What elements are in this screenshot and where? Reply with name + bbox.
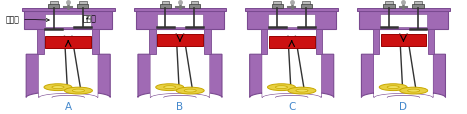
Polygon shape xyxy=(273,2,281,5)
Polygon shape xyxy=(414,2,422,5)
Circle shape xyxy=(296,89,308,92)
Polygon shape xyxy=(156,15,203,28)
Polygon shape xyxy=(380,15,427,28)
Polygon shape xyxy=(262,55,321,98)
Circle shape xyxy=(44,84,72,91)
Circle shape xyxy=(408,89,420,92)
Circle shape xyxy=(64,87,92,94)
Circle shape xyxy=(163,86,176,89)
Polygon shape xyxy=(77,5,88,9)
Polygon shape xyxy=(374,55,433,98)
Circle shape xyxy=(276,86,288,89)
Polygon shape xyxy=(48,5,59,9)
Circle shape xyxy=(379,84,407,91)
Polygon shape xyxy=(357,9,450,12)
Text: B: B xyxy=(177,101,184,111)
Polygon shape xyxy=(45,15,92,28)
Polygon shape xyxy=(45,37,91,48)
Circle shape xyxy=(156,84,184,91)
Polygon shape xyxy=(26,55,110,98)
Polygon shape xyxy=(361,55,446,98)
Polygon shape xyxy=(157,35,203,46)
Polygon shape xyxy=(79,2,87,5)
Text: 排气门: 排气门 xyxy=(82,14,96,23)
Polygon shape xyxy=(412,5,424,9)
Polygon shape xyxy=(250,55,334,98)
Polygon shape xyxy=(22,9,115,12)
Polygon shape xyxy=(245,9,338,12)
Polygon shape xyxy=(316,30,322,55)
Polygon shape xyxy=(92,30,99,55)
Polygon shape xyxy=(204,30,211,55)
Polygon shape xyxy=(50,2,57,5)
Polygon shape xyxy=(269,37,314,48)
Polygon shape xyxy=(383,5,395,9)
Polygon shape xyxy=(268,30,316,55)
Polygon shape xyxy=(136,12,224,30)
Polygon shape xyxy=(269,15,315,28)
Polygon shape xyxy=(261,30,268,55)
Text: 进气门: 进气门 xyxy=(5,15,50,24)
Polygon shape xyxy=(37,30,44,55)
Polygon shape xyxy=(381,35,426,46)
Text: D: D xyxy=(399,101,407,111)
Polygon shape xyxy=(134,9,226,12)
Polygon shape xyxy=(160,5,171,9)
Polygon shape xyxy=(162,2,170,5)
Polygon shape xyxy=(156,30,204,55)
Polygon shape xyxy=(272,5,283,9)
Circle shape xyxy=(52,86,64,89)
Polygon shape xyxy=(248,12,336,30)
Polygon shape xyxy=(149,30,156,55)
Polygon shape xyxy=(385,2,393,5)
Polygon shape xyxy=(24,12,113,30)
Polygon shape xyxy=(39,55,98,98)
Circle shape xyxy=(387,86,399,89)
Polygon shape xyxy=(138,55,222,98)
Polygon shape xyxy=(301,5,312,9)
Polygon shape xyxy=(191,2,198,5)
Circle shape xyxy=(176,87,204,94)
Polygon shape xyxy=(150,55,209,98)
Polygon shape xyxy=(44,30,92,55)
Text: A: A xyxy=(64,101,72,111)
Circle shape xyxy=(268,84,296,91)
Polygon shape xyxy=(359,12,448,30)
Circle shape xyxy=(400,87,428,94)
Circle shape xyxy=(184,89,196,92)
Polygon shape xyxy=(302,2,310,5)
Polygon shape xyxy=(428,30,434,55)
Polygon shape xyxy=(189,5,200,9)
Polygon shape xyxy=(379,30,428,55)
Circle shape xyxy=(72,89,85,92)
Polygon shape xyxy=(373,30,379,55)
Circle shape xyxy=(288,87,316,94)
Text: C: C xyxy=(288,101,296,111)
